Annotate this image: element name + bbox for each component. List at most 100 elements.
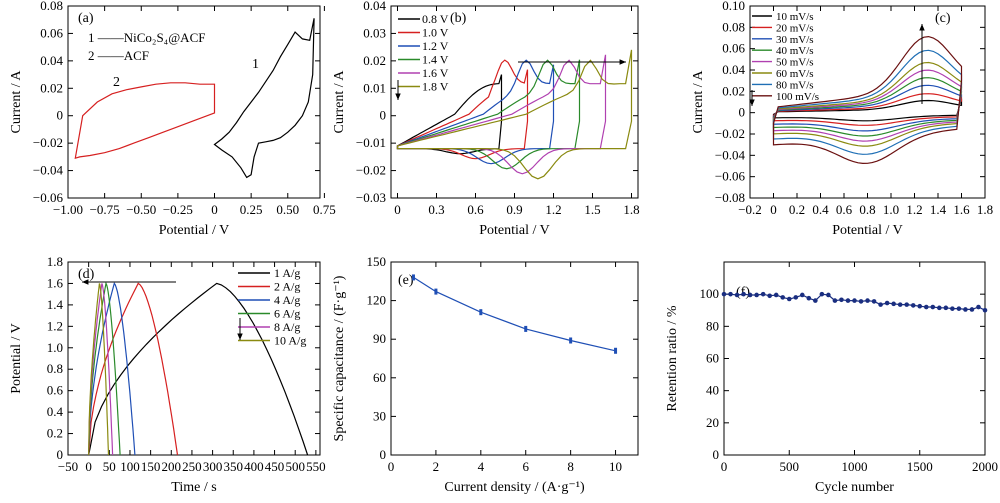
y-tick-label: 0.4	[47, 404, 64, 419]
capacitance-point	[479, 309, 483, 316]
retention-point	[741, 291, 746, 297]
legend-entry: 1.0 V	[422, 26, 449, 40]
x-tick-label: 2000	[972, 459, 998, 474]
legend-entry: 8 A/g	[274, 320, 300, 334]
panel-a: −1.00 −0.75 −0.50 −0.25 0 0.25 0.50 0.75 −0.06 −0…	[9, 0, 336, 238]
x-tick-label: 1000	[842, 459, 868, 474]
retention-point	[969, 307, 975, 312]
y-tick-label: −0.06	[33, 190, 64, 205]
legend-entry: 1.8 V	[422, 80, 449, 94]
x-axis-label: Potential / V	[832, 223, 903, 238]
retention-point	[786, 296, 792, 302]
retention-point	[793, 295, 799, 300]
capacitance-line	[413, 276, 616, 352]
x-tick-label: 1.8	[977, 202, 993, 217]
retention-point	[780, 295, 786, 300]
legend-entry: 30 mV/s	[776, 34, 814, 46]
y-tick-label: 100	[700, 286, 720, 301]
gcd-curve	[88, 283, 114, 456]
capacitance-point	[614, 347, 618, 354]
x-tick-label: 200	[162, 459, 182, 474]
x-tick-label: 1.2	[906, 202, 922, 217]
capacitance-point	[569, 337, 573, 344]
y-tick-label: −0.04	[715, 147, 746, 162]
retention-point	[910, 303, 916, 308]
retention-point	[754, 292, 759, 298]
cv-curve-2	[74, 82, 216, 160]
y-tick-label: 0.08	[40, 0, 63, 13]
x-tick-label: 150	[141, 459, 161, 474]
retention-point	[839, 297, 844, 303]
y-tick-label: −0.06	[715, 169, 746, 184]
y-tick-label: 0	[380, 108, 387, 123]
y-axis-label: Current / A	[691, 70, 706, 134]
x-tick-label: 1.6	[953, 202, 970, 217]
gcd-curve	[88, 281, 121, 456]
cv-window-curve	[396, 59, 529, 160]
retention-point	[806, 295, 812, 301]
x-tick-label: 0	[721, 459, 728, 474]
retention-point	[819, 291, 825, 297]
x-tick-label: 0.25	[240, 202, 263, 217]
x-tick-label: 1.5	[584, 202, 600, 217]
plot-frame-d	[67, 261, 321, 456]
x-tick-label: 0.8	[859, 202, 875, 217]
x-tick-label: 0.9	[506, 202, 522, 217]
x-tick-label: 500	[285, 459, 305, 474]
legend-entry: 4 A/g	[274, 293, 300, 307]
panel-d: −50 0 50 100 150 200 250 300 350 400 450 500 55000.2…	[9, 254, 326, 495]
panel-label: (a)	[78, 11, 94, 26]
retention-point	[832, 298, 838, 303]
y-tick-label: 0.10	[722, 0, 745, 13]
x-tick-label: 1.2	[545, 202, 561, 217]
y-tick-label: 0.8	[47, 361, 63, 376]
retention-point	[891, 301, 896, 307]
plot-frame-f	[723, 261, 986, 456]
legend-entry: 1.4 V	[422, 53, 449, 67]
y-tick-label: 60	[373, 370, 386, 385]
x-tick-label: 0.6	[836, 202, 853, 217]
y-tick-label: 0	[57, 447, 64, 462]
y-tick-label: 1.0	[47, 340, 63, 355]
legend-entry: 2 ——ACF	[88, 48, 149, 63]
legend-entry: 0.8 V	[422, 12, 449, 26]
y-tick-label: 0	[380, 447, 387, 462]
x-tick-label: 350	[223, 459, 243, 474]
retention-point	[773, 292, 779, 298]
x-tick-label: 100	[120, 459, 140, 474]
y-axis-label: Current / A	[332, 70, 347, 134]
x-tick-label: 0	[770, 202, 777, 217]
x-tick-label: −1.00	[53, 202, 83, 217]
y-tick-label: 90	[373, 331, 386, 346]
x-tick-label: 0	[388, 459, 395, 474]
retention-point	[845, 298, 851, 303]
retention-point	[982, 307, 988, 313]
y-axis-label: Current / A	[9, 70, 24, 134]
y-tick-label: 1.4	[47, 297, 64, 312]
x-tick-label: 300	[203, 459, 223, 474]
y-tick-label: −0.02	[715, 126, 745, 141]
x-tick-label: 4	[478, 459, 485, 474]
plot-frame-a	[67, 5, 321, 199]
x-tick-label: 0.6	[467, 202, 484, 217]
retention-point	[865, 298, 870, 303]
y-tick-label: −0.02	[356, 163, 386, 178]
retention-point	[871, 299, 877, 304]
y-tick-label: 0.2	[47, 426, 63, 441]
legend-entry: 40 mV/s	[776, 45, 814, 57]
x-tick-label: 250	[182, 459, 202, 474]
legend-entry: 1 ——NiCo₂S₄@ACF	[88, 30, 205, 45]
x-tick-label: 1500	[907, 459, 933, 474]
cv-curve-1	[213, 18, 315, 179]
x-tick-label: 1.8	[623, 202, 639, 217]
y-tick-label: 1.2	[47, 318, 63, 333]
y-tick-label: 0.08	[722, 19, 745, 34]
y-tick-label: 0	[739, 105, 746, 120]
legend-entry: 10 A/g	[274, 334, 306, 348]
retention-point	[897, 302, 903, 307]
x-tick-label: 550	[306, 459, 326, 474]
retention-point	[800, 292, 805, 298]
y-axis-label: Retention ratio / %	[665, 305, 680, 411]
cv-scan-curve	[772, 35, 963, 165]
